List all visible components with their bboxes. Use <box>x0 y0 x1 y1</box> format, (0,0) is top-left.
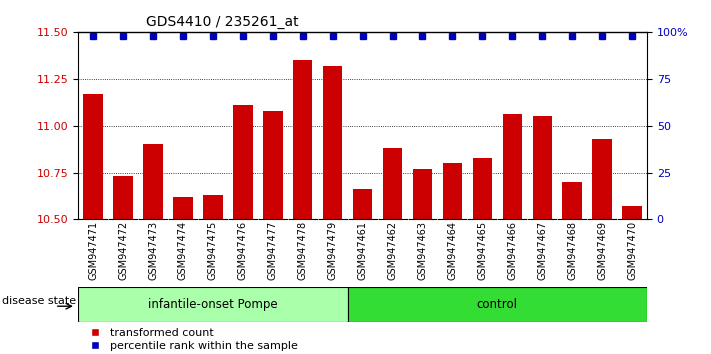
Bar <box>203 195 223 219</box>
Bar <box>413 169 432 219</box>
Bar <box>473 158 492 219</box>
Bar <box>503 114 522 219</box>
Bar <box>233 105 252 219</box>
Bar <box>293 60 312 219</box>
Text: disease state: disease state <box>1 296 75 306</box>
Bar <box>533 116 552 219</box>
Bar <box>173 197 193 219</box>
Bar <box>263 111 282 219</box>
Bar <box>348 287 647 322</box>
Bar <box>443 163 462 219</box>
Bar <box>353 189 373 219</box>
Bar <box>113 176 133 219</box>
Bar <box>592 139 612 219</box>
Bar <box>383 148 402 219</box>
Bar <box>83 94 103 219</box>
Text: infantile-onset Pompe: infantile-onset Pompe <box>148 298 278 311</box>
Text: GDS4410 / 235261_at: GDS4410 / 235261_at <box>146 16 299 29</box>
Text: control: control <box>477 298 518 311</box>
Bar <box>323 65 343 219</box>
Bar <box>144 144 163 219</box>
Legend: transformed count, percentile rank within the sample: transformed count, percentile rank withi… <box>84 328 299 351</box>
Bar <box>562 182 582 219</box>
Bar <box>78 287 348 322</box>
Bar <box>622 206 642 219</box>
